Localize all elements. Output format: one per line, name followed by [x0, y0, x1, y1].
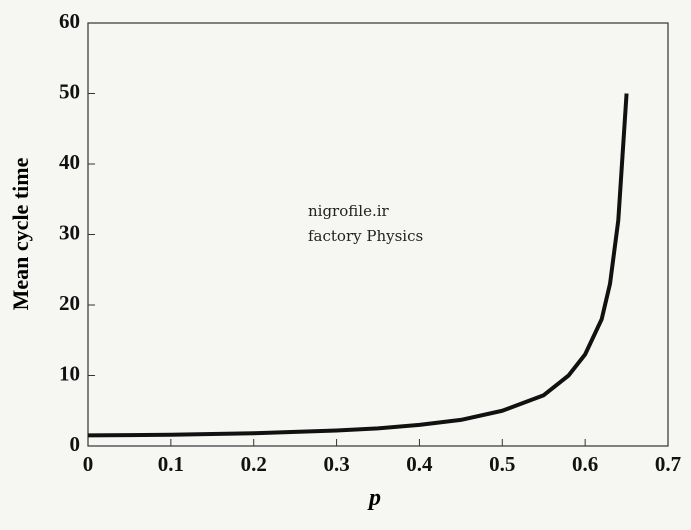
y-tick-label: 0 — [70, 432, 81, 456]
x-tick-label: 0.1 — [158, 452, 184, 476]
annotation: nigrofile.ir — [308, 202, 390, 220]
line — [87, 93, 629, 438]
x-tick-label: 0.5 — [489, 452, 515, 476]
x-tick-label: 0.3 — [323, 452, 349, 476]
y-tick-label: 60 — [59, 9, 80, 33]
y-axis-label: Mean cycle time — [8, 157, 33, 310]
y-tick-label: 10 — [59, 361, 80, 385]
x-tick-label: 0.7 — [655, 452, 681, 476]
x-axis-label: p — [367, 485, 381, 511]
y-tick-label: 20 — [59, 291, 80, 315]
x-tick-label: 0.2 — [241, 452, 267, 476]
x-tick-label: 0.4 — [406, 452, 433, 476]
y-tick-label: 50 — [59, 79, 80, 103]
y-tick-label: 30 — [59, 220, 80, 244]
annotation: factory Physics — [308, 227, 423, 245]
x-tick-label: 0 — [83, 452, 94, 476]
x-tick-label: 0.6 — [572, 452, 598, 476]
y-tick-label: 40 — [59, 150, 80, 174]
